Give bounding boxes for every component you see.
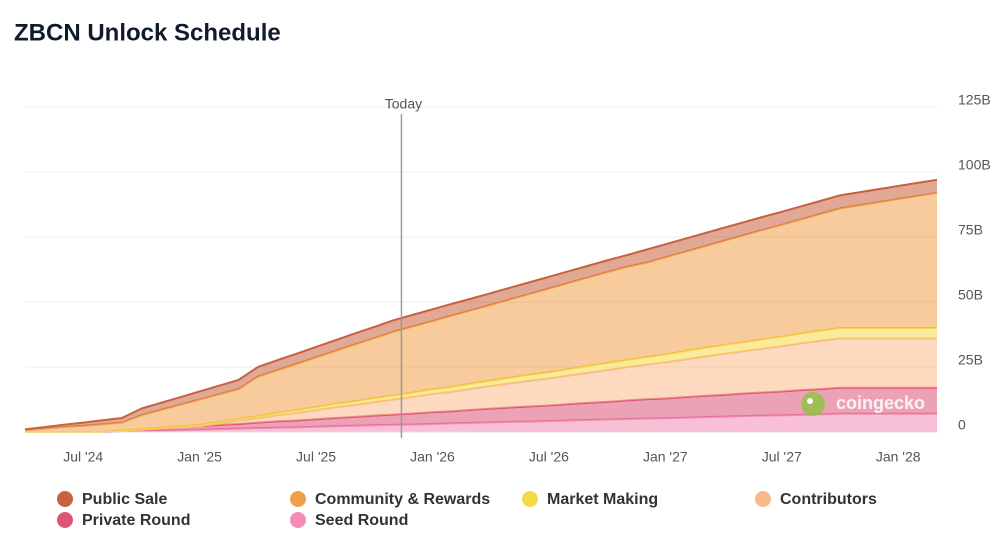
- area: [25, 338, 937, 432]
- x-tick-label: Jan '28: [876, 449, 921, 465]
- area: [25, 179, 937, 431]
- x-tick-label: Jan '25: [177, 449, 222, 465]
- area: [25, 192, 937, 432]
- legend-label: Community & Rewards: [315, 491, 490, 508]
- legend-marker: [57, 512, 73, 528]
- watermark: coingecko: [836, 393, 925, 413]
- legend-label: Seed Round: [315, 512, 408, 529]
- y-tick-label: 25B: [958, 352, 983, 368]
- y-tick-label: 75B: [958, 222, 983, 238]
- x-tick-label: Jan '27: [643, 449, 688, 465]
- watermark-eye: [807, 398, 813, 404]
- legend-label: Public Sale: [82, 491, 167, 508]
- x-tick-label: Jan '26: [410, 449, 455, 465]
- legend-label: Private Round: [82, 512, 190, 529]
- x-tick-label: Jul '25: [296, 449, 336, 465]
- legend-marker: [290, 512, 306, 528]
- y-tick-label: 0: [958, 417, 966, 433]
- today-label: Today: [385, 96, 422, 112]
- legend-marker: [290, 491, 306, 507]
- x-tick-label: Jul '24: [63, 449, 103, 465]
- legend-marker: [57, 491, 73, 507]
- area: [25, 328, 937, 432]
- legend-marker: [522, 491, 538, 507]
- y-tick-label: 50B: [958, 287, 983, 303]
- legend-label: Contributors: [780, 491, 877, 508]
- y-tick-label: 100B: [958, 157, 991, 173]
- legend-marker: [755, 491, 771, 507]
- y-tick-label: 125B: [958, 92, 991, 108]
- x-tick-label: Jul '26: [529, 449, 569, 465]
- x-tick-label: Jul '27: [762, 449, 802, 465]
- legend-label: Market Making: [547, 491, 658, 508]
- area-edge: [24, 178, 938, 431]
- area-edge: [25, 412, 937, 433]
- chart-title: ZBCN Unlock Schedule: [14, 19, 281, 46]
- watermark-logo: [801, 392, 825, 416]
